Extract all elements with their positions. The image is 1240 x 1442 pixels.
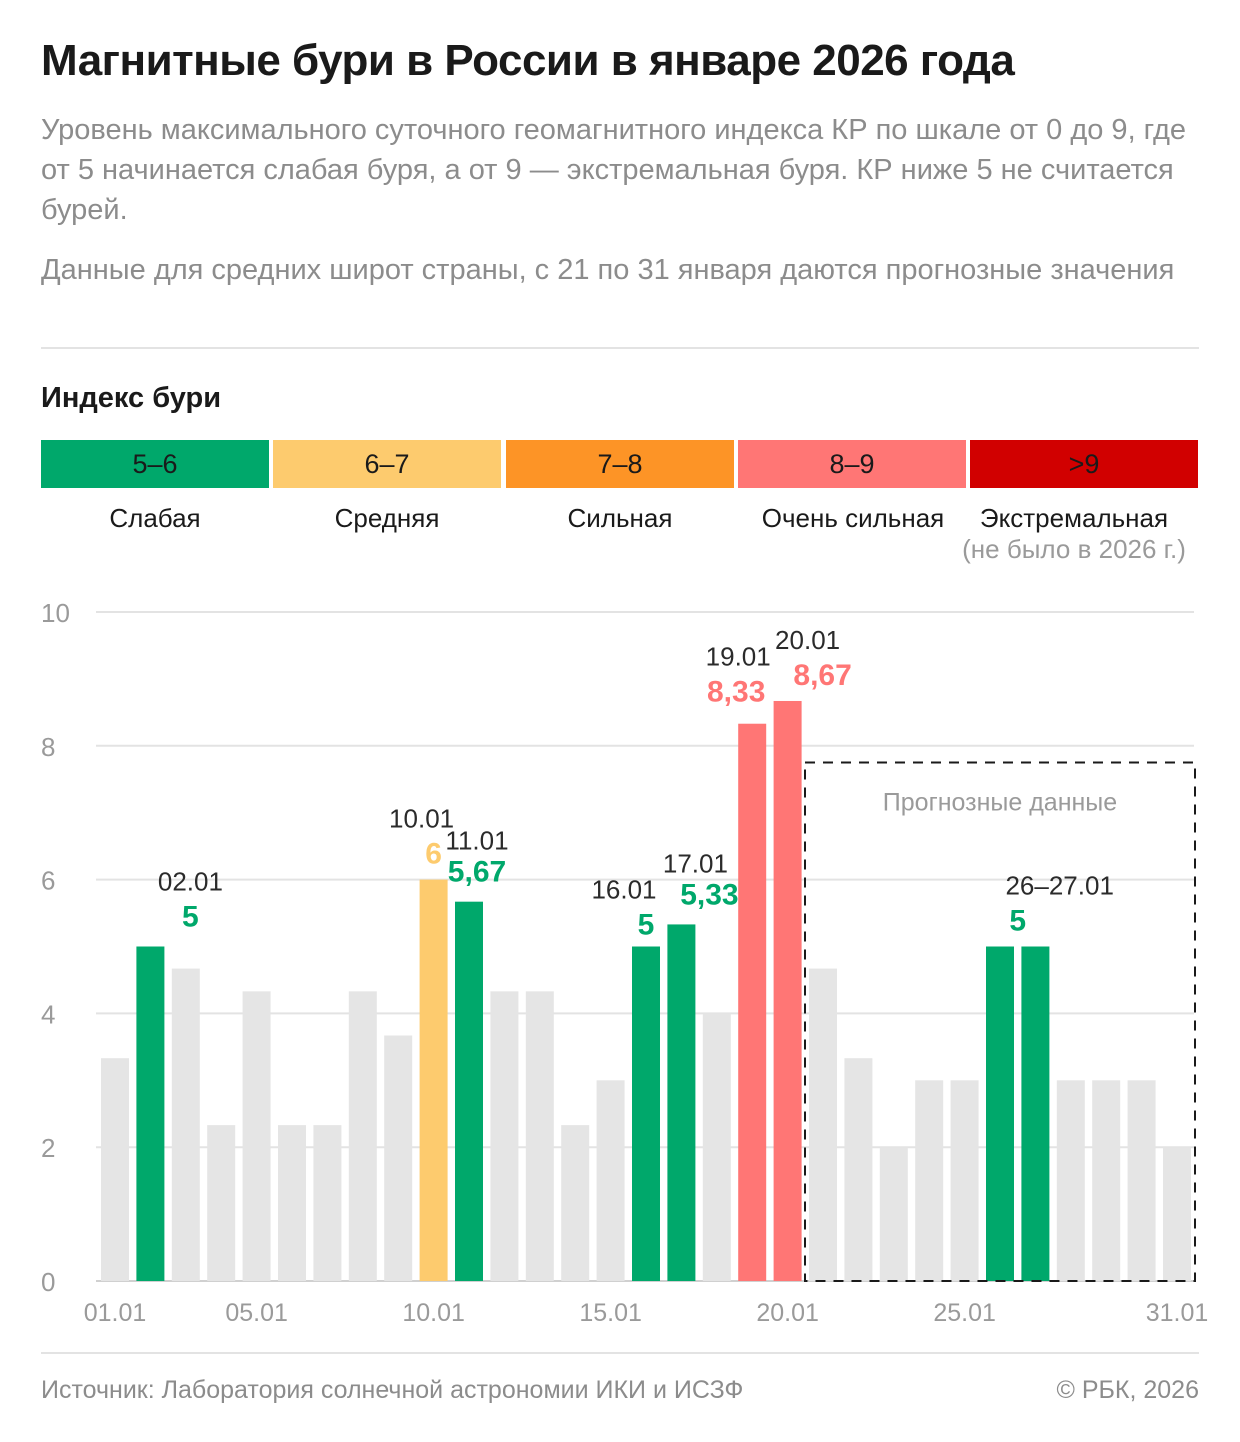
source-note: Источник: Лаборатория солнечной астроном… (41, 1376, 744, 1404)
annotation-date: 02.01 (158, 867, 223, 897)
bar (773, 700, 802, 1281)
legend-box-extreme: >9 (970, 440, 1198, 488)
annotation-date: 26–27.01 (1005, 871, 1113, 901)
bar (738, 723, 767, 1281)
x-tick-label: 31.01 (1146, 1299, 1209, 1327)
legend-title: Индекс бури (41, 382, 222, 414)
x-tick-label: 05.01 (225, 1299, 288, 1327)
bar (561, 1125, 590, 1281)
bar (632, 946, 660, 1281)
annotation-date: 19.01 (706, 642, 771, 672)
bar (596, 1080, 625, 1281)
bar (101, 1058, 129, 1281)
annotation-date: 11.01 (445, 826, 508, 856)
x-tick-label: 25.01 (933, 1299, 996, 1327)
bottom-divider (41, 1352, 1199, 1354)
copyright: © РБК, 2026 (1056, 1376, 1199, 1404)
y-tick-label: 6 (41, 866, 55, 896)
bar (525, 991, 554, 1281)
bar (455, 901, 483, 1281)
legend-box-strong: 7–8 (506, 440, 734, 488)
bar (915, 1080, 944, 1281)
annotation-value: 5 (638, 909, 655, 942)
legend-label-extreme: Экстремальная (не было в 2026 г.) (944, 503, 1204, 565)
bar (278, 1125, 306, 1281)
annotation-value: 8,67 (793, 659, 851, 692)
y-tick-label: 10 (41, 598, 70, 628)
x-tick-label: 01.01 (84, 1299, 147, 1327)
bar (1163, 1147, 1191, 1281)
bar (136, 946, 165, 1281)
annotation-value: 5,67 (448, 856, 506, 889)
y-tick-label: 2 (41, 1133, 55, 1163)
annotation-value: 6 (425, 838, 442, 871)
top-divider (41, 347, 1199, 349)
bar (667, 924, 696, 1281)
forecast-label: Прогнозные данные (883, 789, 1117, 817)
page-title: Магнитные бури в России в январе 2026 го… (41, 36, 1015, 85)
annotation-value: 5 (1009, 905, 1026, 938)
legend-box-very-strong: 8–9 (738, 440, 966, 488)
bar (242, 991, 271, 1281)
annotation-date: 17.01 (663, 848, 728, 878)
bar (384, 1035, 413, 1281)
bar (1056, 1080, 1085, 1281)
x-tick-label: 20.01 (756, 1299, 819, 1327)
legend-label-strong: Сильная (567, 503, 673, 533)
legend-box-weak: 5–6 (41, 440, 269, 488)
y-tick-label: 0 (41, 1267, 55, 1297)
annotation-date: 20.01 (775, 625, 840, 655)
bar (1021, 946, 1050, 1281)
legend-label-weak: Слабая (109, 503, 201, 533)
legend-label-extreme-text: Экстремальная (979, 503, 1169, 533)
legend-label-extreme-note: (не было в 2026 г.) (962, 534, 1186, 564)
bar (1127, 1080, 1156, 1281)
annotation-value: 8,33 (707, 676, 765, 709)
annotation-value: 5 (182, 901, 199, 934)
y-tick-label: 4 (41, 999, 55, 1029)
y-tick-label: 8 (41, 732, 55, 762)
bar (1092, 1080, 1121, 1281)
subtitle: Уровень максимального суточного геомагни… (41, 114, 1187, 226)
bar (702, 1013, 731, 1281)
bar (844, 1058, 873, 1281)
bar (950, 1080, 979, 1281)
bar (986, 946, 1014, 1281)
bar (171, 968, 200, 1281)
legend-box-moderate: 6–7 (273, 440, 501, 488)
x-tick-label: 15.01 (579, 1299, 642, 1327)
bar (419, 879, 448, 1281)
annotation-date: 10.01 (389, 804, 454, 834)
legend-label-very-strong: Очень сильная (761, 503, 945, 533)
annotation-value: 5,33 (680, 878, 738, 911)
legend-label-moderate: Средняя (334, 503, 440, 533)
legend-scale: 5–6 6–7 7–8 8–9 >9 (41, 440, 1199, 488)
data-note: Данные для средних широт страны, с 21 по… (41, 254, 1175, 286)
bar (313, 1125, 342, 1281)
bar (879, 1147, 908, 1281)
annotation-date: 16.01 (591, 875, 656, 905)
bar (809, 968, 837, 1281)
bar (348, 991, 377, 1281)
bar (207, 1125, 236, 1281)
bar (490, 991, 519, 1281)
x-tick-label: 10.01 (402, 1299, 465, 1327)
forecast-frame (804, 761, 1196, 1282)
